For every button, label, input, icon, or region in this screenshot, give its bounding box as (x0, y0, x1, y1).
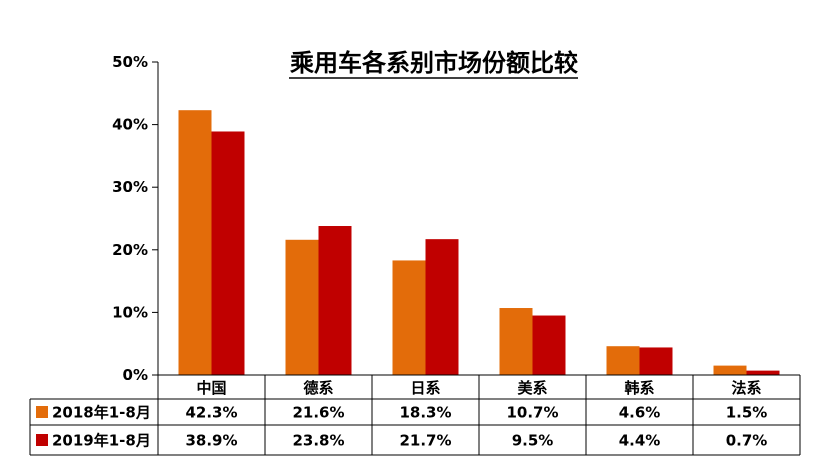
bar-2019-5 (746, 370, 780, 375)
data-label: 10.7% (506, 404, 558, 422)
chart-title: 乘用车各系别市场份额比较 (289, 49, 578, 77)
legend-label: 2019年1-8月 (52, 432, 151, 450)
bar-2018-3 (499, 308, 533, 375)
data-label: 4.4% (619, 432, 661, 450)
x-tick-label: 美系 (517, 379, 547, 397)
bar-2019-3 (532, 315, 566, 375)
bar-2018-2 (392, 260, 426, 375)
data-table: 中国 德系 日系 美系 韩系 法系 2018年1-8月 42.3% 21.6% 18.3% 10.7… (29, 374, 801, 456)
data-label: 0.7% (726, 432, 768, 450)
data-label: 21.7% (399, 432, 451, 450)
data-label: 21.6% (292, 404, 344, 422)
x-tick-label: 德系 (303, 379, 333, 397)
y-tick-label: 0% (123, 366, 148, 384)
bar-2019-2 (425, 239, 459, 375)
data-label: 42.3% (185, 404, 237, 422)
y-axis: 0% 10% 20% 30% 40% 50% (112, 53, 159, 384)
y-tick-label: 10% (112, 303, 148, 321)
y-tick-label: 50% (112, 53, 148, 71)
bars (178, 110, 780, 376)
data-label: 9.5% (512, 432, 554, 450)
legend-label: 2018年1-8月 (52, 404, 151, 422)
bar-2019-4 (639, 347, 673, 375)
data-label: 1.5% (726, 404, 768, 422)
bar-2018-4 (606, 346, 640, 375)
y-tick-label: 40% (112, 116, 148, 134)
legend-swatch (36, 406, 48, 418)
bar-2018-0 (178, 110, 212, 376)
x-tick-label: 日系 (410, 379, 440, 397)
legend-swatch (36, 434, 48, 446)
data-label: 18.3% (399, 404, 451, 422)
bar-2019-1 (318, 226, 352, 375)
x-tick-label: 法系 (731, 379, 761, 397)
bar-2018-5 (713, 365, 747, 375)
y-tick-label: 30% (112, 178, 148, 196)
bar-2018-1 (285, 239, 319, 375)
y-tick-label: 20% (112, 241, 148, 259)
data-label: 4.6% (619, 404, 661, 422)
x-tick-label: 韩系 (624, 379, 654, 397)
bar-2019-0 (211, 131, 245, 375)
data-label: 23.8% (292, 432, 344, 450)
x-tick-label: 中国 (196, 379, 226, 397)
data-label: 38.9% (185, 432, 237, 450)
